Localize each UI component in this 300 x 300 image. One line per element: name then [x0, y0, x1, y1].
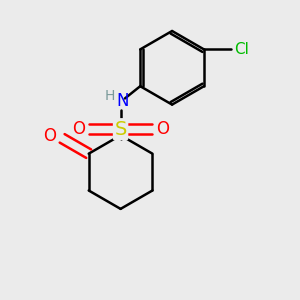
Text: O: O — [156, 120, 169, 138]
Text: N: N — [117, 92, 129, 110]
Text: Cl: Cl — [235, 42, 249, 57]
Text: O: O — [44, 127, 56, 145]
Text: S: S — [114, 120, 127, 139]
Text: H: H — [104, 89, 115, 103]
Text: O: O — [72, 120, 86, 138]
